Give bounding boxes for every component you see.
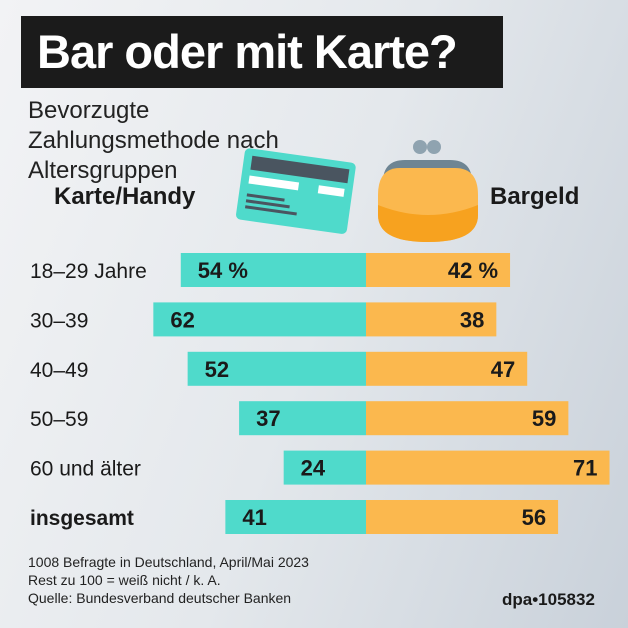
value-label-karte: 37 xyxy=(256,406,280,431)
value-label-bargeld: 47 xyxy=(491,357,515,382)
value-label-karte: 52 xyxy=(205,357,229,382)
value-label-karte: 54 % xyxy=(198,258,248,283)
coin-purse-icon xyxy=(378,140,478,242)
bar-bargeld xyxy=(366,253,511,287)
note-line: 1008 Befragte in Deutschland, April/Mai … xyxy=(28,554,309,570)
category-label: 40–49 xyxy=(30,359,88,382)
bar-karte xyxy=(239,401,366,436)
bar-bargeld xyxy=(366,302,497,337)
value-label-bargeld: 59 xyxy=(532,406,556,431)
value-label-karte: 24 xyxy=(301,456,326,481)
value-label-bargeld: 56 xyxy=(522,505,546,530)
category-label: 18–29 Jahre xyxy=(30,260,147,283)
legend-karte: Karte/Handy xyxy=(54,183,196,210)
credit: dpa•105832 xyxy=(502,590,595,609)
note-line: Rest zu 100 = weiß nicht / k. A. xyxy=(28,572,221,588)
chart-subtitle: Bevorzugte Zahlungsmethode nach Altersgr… xyxy=(28,97,279,184)
value-label-bargeld: 71 xyxy=(573,456,597,481)
value-label-bargeld: 42 % xyxy=(448,258,498,283)
notes: 1008 Befragte in Deutschland, April/Mai … xyxy=(28,553,309,607)
bar-bargeld xyxy=(366,500,559,534)
value-label-karte: 41 xyxy=(242,505,266,530)
category-label: insgesamt xyxy=(30,507,134,530)
chart-title: Bar oder mit Karte? xyxy=(37,25,458,78)
bar-karte xyxy=(180,253,366,287)
bar-bargeld xyxy=(366,401,569,436)
category-label: 30–39 xyxy=(30,309,88,332)
value-label-karte: 62 xyxy=(170,307,194,332)
bar-karte xyxy=(187,351,366,386)
bar-karte xyxy=(283,450,366,485)
bar-bargeld xyxy=(366,450,610,485)
category-label: 60 und älter xyxy=(30,458,141,481)
legend-bargeld: Bargeld xyxy=(490,183,580,210)
bar-karte xyxy=(225,500,366,534)
bar-bargeld xyxy=(366,351,528,386)
credit-card-icon xyxy=(236,148,356,234)
value-label-bargeld: 38 xyxy=(460,307,484,332)
category-label: 50–59 xyxy=(30,408,88,431)
title-banner: Bar oder mit Karte? xyxy=(21,16,503,88)
note-line: Quelle: Bundesverband deutscher Banken xyxy=(28,590,292,606)
bar-karte xyxy=(153,302,366,337)
